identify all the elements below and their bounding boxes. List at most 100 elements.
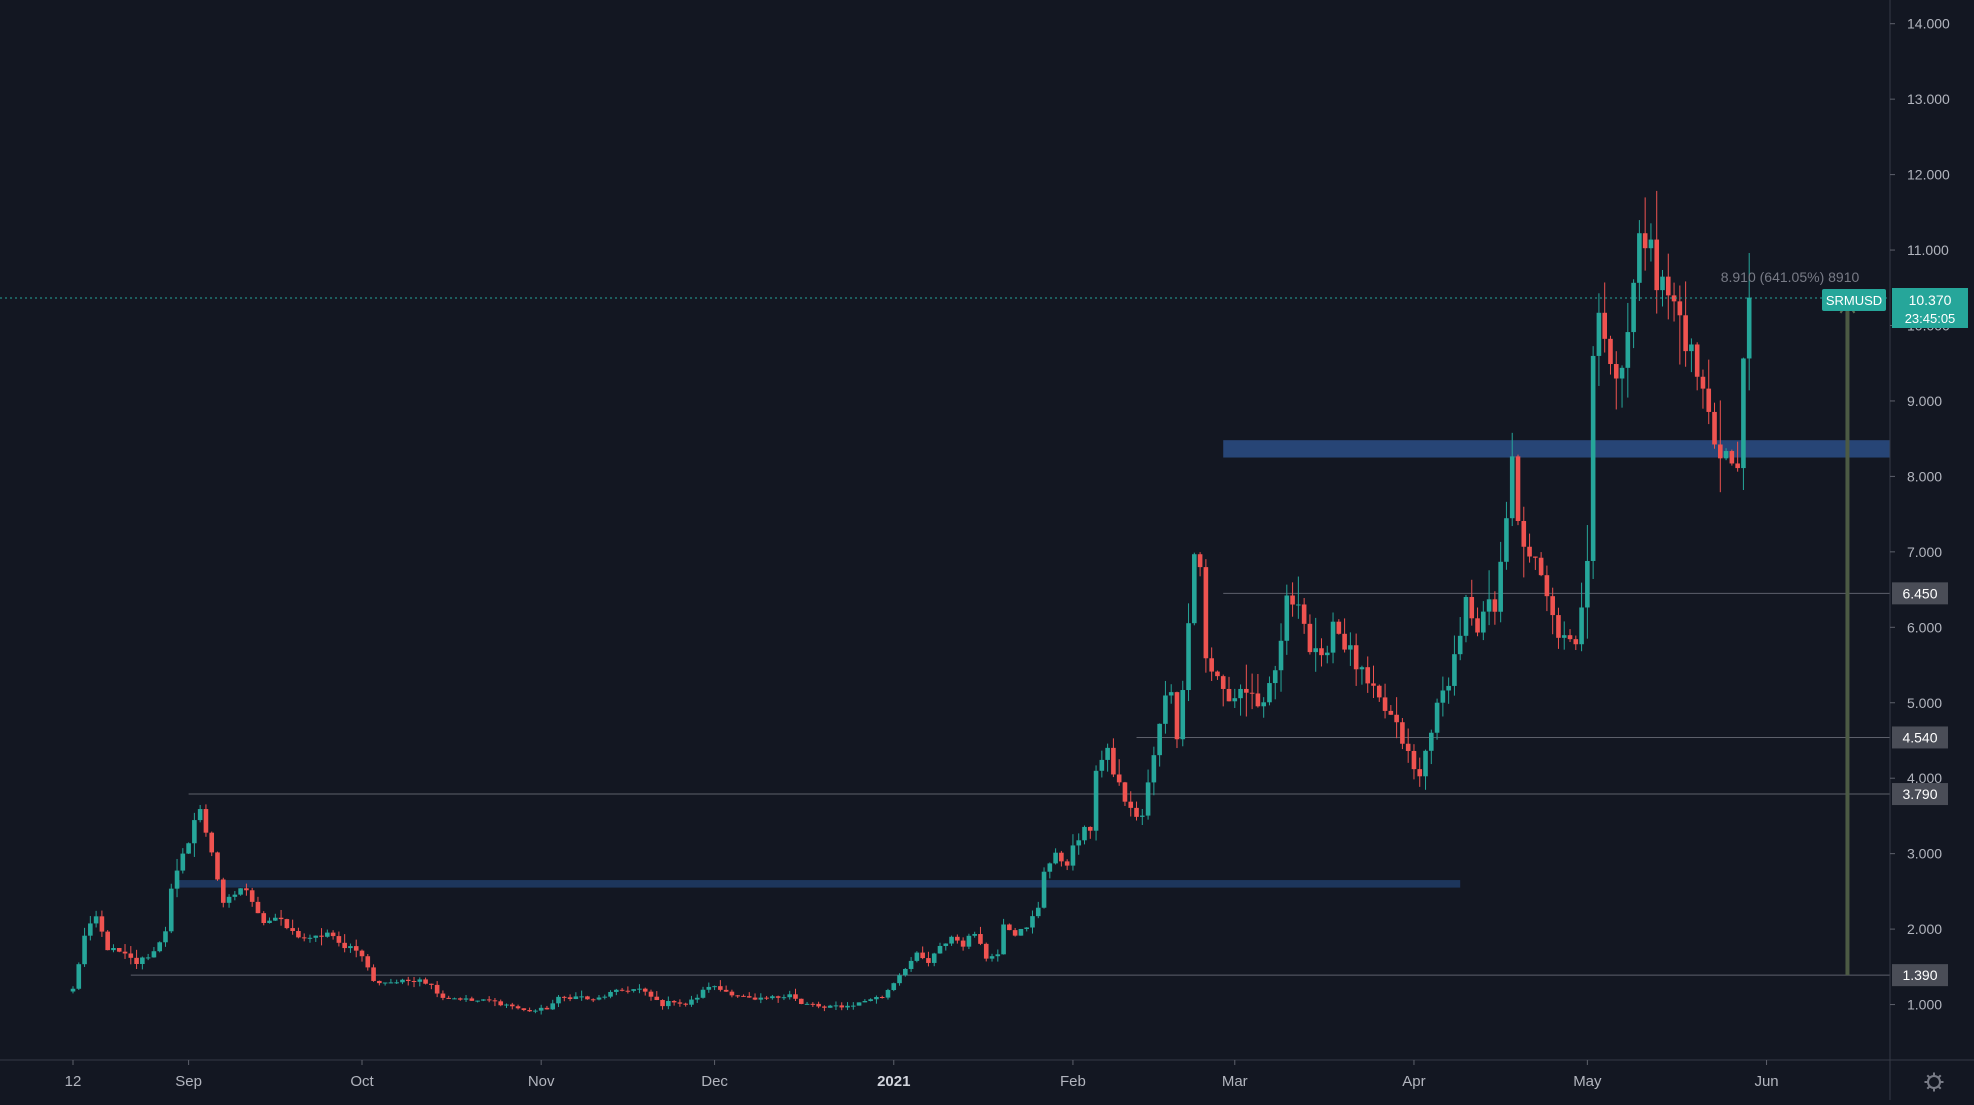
candle-body <box>1220 676 1226 689</box>
candle-body <box>1498 561 1503 612</box>
candle-body <box>793 994 798 999</box>
candle-body <box>1550 596 1555 616</box>
candle-body <box>619 989 625 991</box>
candle-body <box>908 960 914 969</box>
candle-body <box>1729 451 1735 464</box>
candle-body <box>1099 759 1105 771</box>
candle-body <box>700 989 706 998</box>
candle-body <box>735 995 740 997</box>
overlay-layer: 8.910 (641.05%) 8910 SRMUSD <box>0 269 1890 976</box>
candle-body <box>764 997 769 999</box>
candle-body <box>1718 444 1723 459</box>
candle-body <box>914 952 920 961</box>
candle-body <box>192 820 197 844</box>
candle-body <box>1174 692 1180 740</box>
candle-body <box>1093 770 1099 831</box>
candle-body <box>1319 648 1324 656</box>
candle-body <box>1723 451 1729 459</box>
candle-body <box>1475 618 1480 633</box>
candle-body <box>1116 774 1122 783</box>
level-label-bg <box>1892 726 1948 749</box>
candle-body <box>1746 297 1752 359</box>
candle-body <box>1394 714 1399 723</box>
candle-body <box>810 1003 816 1005</box>
candle-body <box>1059 852 1064 862</box>
candle-body <box>839 1005 845 1008</box>
candle-body <box>515 1006 521 1009</box>
candle-body <box>1561 635 1567 638</box>
candle-body <box>1492 599 1498 612</box>
candle-body <box>637 988 642 990</box>
candle-body <box>1642 233 1648 249</box>
candle-body <box>284 919 290 929</box>
candle-body <box>625 990 631 992</box>
candle-body <box>278 917 284 920</box>
candle-body <box>382 982 388 984</box>
gear-tooth <box>1926 1085 1931 1090</box>
candle-body <box>105 931 110 951</box>
price-levels-layer <box>130 592 1890 976</box>
y-tick-label: 9.000 <box>1907 393 1942 409</box>
candle-body <box>423 979 428 984</box>
candle-body <box>1064 861 1070 866</box>
candle-body <box>1613 364 1619 379</box>
x-tick-label: Jun <box>1754 1073 1778 1090</box>
candle-body <box>1735 463 1740 469</box>
candle-body <box>365 956 371 968</box>
candle-body <box>255 901 261 914</box>
candle-body <box>313 935 319 938</box>
candle-body <box>99 916 105 932</box>
candle-body <box>267 920 272 923</box>
candle-body <box>417 979 423 982</box>
candle-body <box>972 934 977 936</box>
candle-body <box>1365 667 1371 684</box>
candle-body <box>1567 635 1573 640</box>
y-tick-label: 8.000 <box>1907 468 1942 484</box>
candle-body <box>642 988 648 992</box>
candle-body <box>1284 595 1290 641</box>
candle-body <box>770 996 775 999</box>
candle-body <box>1440 690 1446 703</box>
settings-gear-icon[interactable] <box>1924 1072 1944 1092</box>
candle-body <box>822 1006 827 1008</box>
candle-body <box>1573 639 1579 645</box>
candle-body <box>1018 928 1024 936</box>
y-tick-label: 1.000 <box>1907 997 1942 1013</box>
candle-body <box>1324 652 1330 656</box>
candle-body <box>585 996 590 1000</box>
candle-body <box>1261 702 1266 707</box>
candle-body <box>1608 338 1613 365</box>
candle-body <box>931 953 937 963</box>
x-tick-label: May <box>1573 1073 1602 1090</box>
candle-body <box>446 997 451 999</box>
candle-body <box>562 996 567 998</box>
candle-body <box>556 996 561 1004</box>
candle-body <box>1128 801 1134 808</box>
candle-body <box>1452 654 1457 686</box>
candle-body <box>1654 239 1660 291</box>
candle-body <box>983 943 989 959</box>
candle-body <box>342 942 347 949</box>
candle-body <box>1689 344 1694 352</box>
candle-body <box>1336 621 1342 634</box>
candles-layer <box>70 190 1752 1015</box>
candle-body <box>1024 927 1029 929</box>
candle-body <box>180 853 186 871</box>
candle-body <box>856 1002 862 1006</box>
candle-body <box>1082 826 1087 841</box>
candle-body <box>1648 239 1654 249</box>
candle-body <box>168 888 174 932</box>
candle-body <box>874 996 879 1000</box>
candle-body <box>1446 685 1451 691</box>
candle-body <box>538 1007 544 1011</box>
candle-body <box>590 999 596 1001</box>
candle-body <box>1278 640 1284 671</box>
candle-body <box>330 932 336 937</box>
candle-body <box>1665 276 1671 296</box>
candle-body <box>1538 557 1544 576</box>
candle-body <box>1226 688 1232 702</box>
candle-body <box>249 890 255 902</box>
